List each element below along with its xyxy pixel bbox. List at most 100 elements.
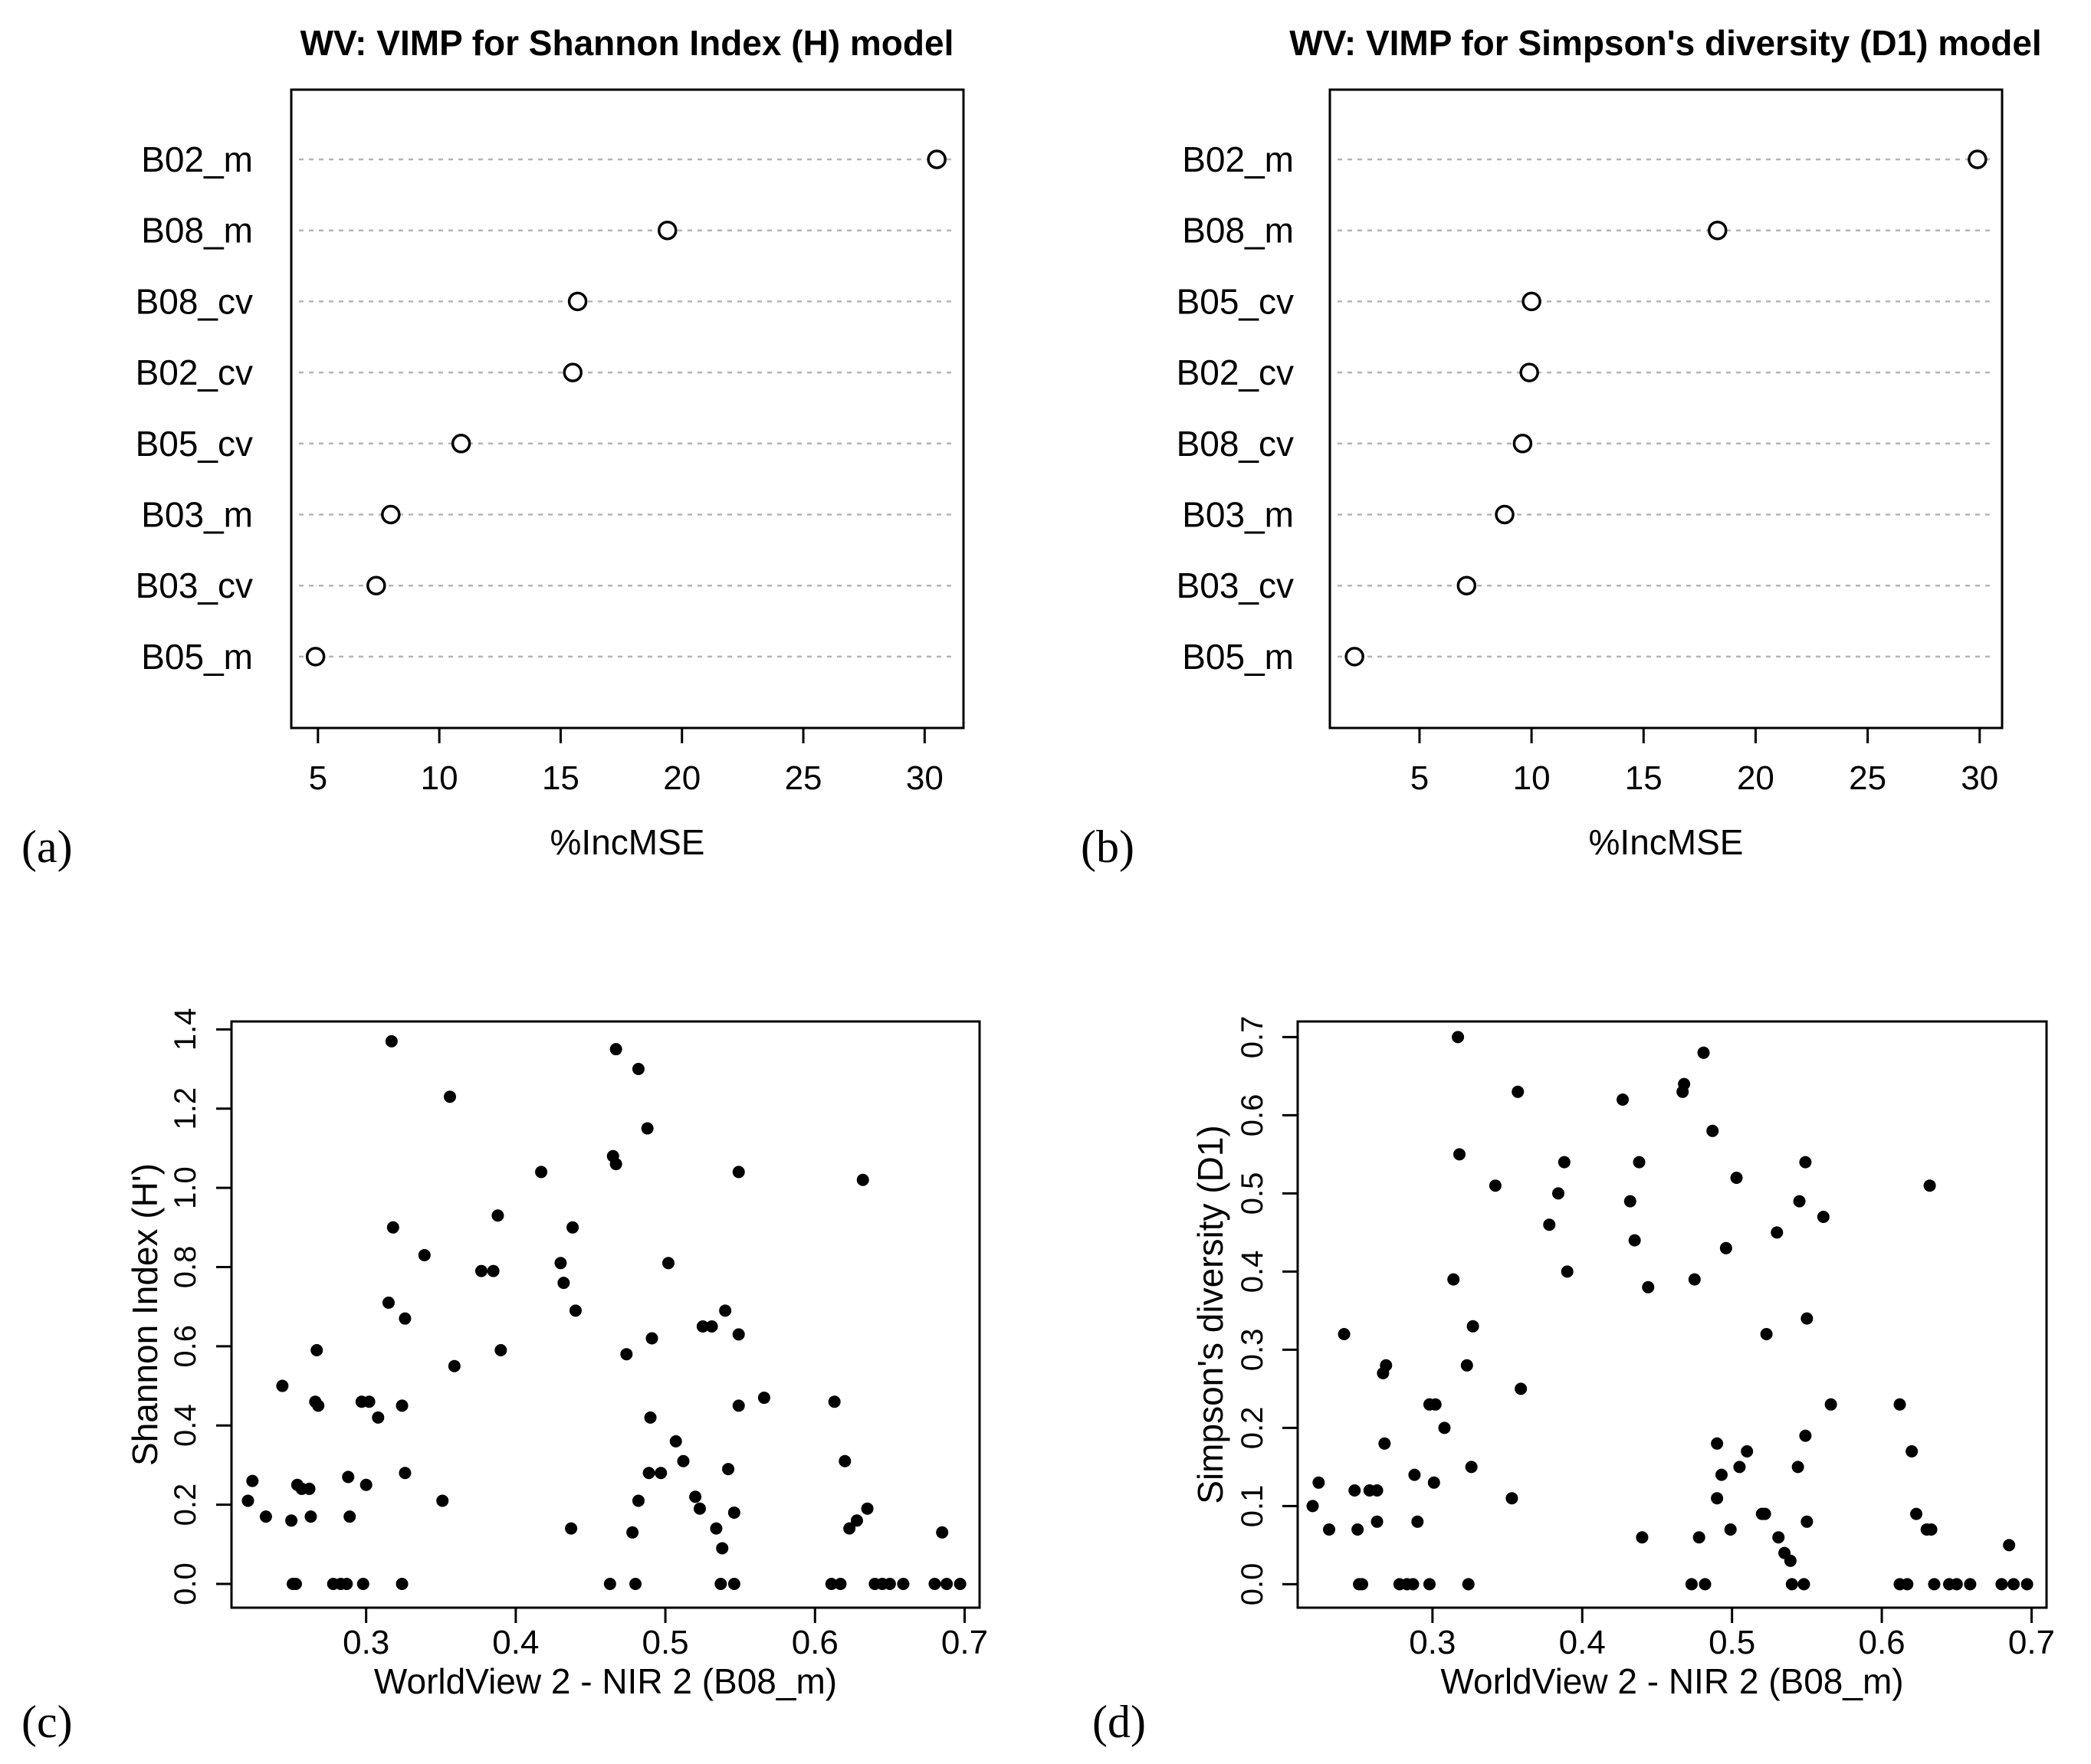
panel-b-dotchart: (b) 5 10 15 20 25 30 %IncMSE WV: VIMP for Simpso… [1081,23,2042,872]
y-tick-label: 0.7 [1236,1016,1269,1059]
data-point [940,1577,954,1590]
data-point [954,1577,967,1590]
category-label: B03_cv [1177,566,1294,605]
data-point [714,1577,727,1590]
data-point [1423,1578,1436,1591]
data-point [1623,1195,1636,1208]
category-label: B08_cv [136,281,253,321]
data-point [304,1510,317,1523]
data-point [303,1482,316,1495]
y-axis-label: Simpson's diversity (D1) [1190,1125,1230,1503]
data-point [1685,1578,1698,1591]
x-tick-label: 20 [1737,759,1774,797]
data-point [535,1166,548,1179]
data-point [719,1304,732,1317]
data-point [436,1494,449,1507]
data-point [340,1577,353,1590]
x-tick-label: 5 [309,759,327,797]
data-point [1465,1461,1478,1474]
data-point [399,1312,412,1325]
data-point [632,1063,645,1076]
x-tick-label: 0.6 [792,1624,839,1661]
data-point [1968,149,1988,169]
data-point [856,1173,869,1186]
data-point [1356,1578,1369,1591]
x-tick-label: 0.7 [941,1624,988,1661]
data-point [1893,1398,1906,1411]
data-point [1338,1328,1351,1340]
data-point [1715,1468,1728,1481]
data-point [732,1399,745,1412]
data-point [487,1264,500,1277]
category-label: B08_m [141,211,253,251]
data-point [732,1328,745,1341]
data-point [289,1577,302,1590]
data-point [1306,1500,1319,1513]
y-tick-label: 0.6 [169,1325,202,1368]
data-point [897,1577,910,1590]
data-point [372,1411,385,1424]
y-tick-label: 0.8 [169,1246,202,1289]
data-point [1906,1445,1919,1457]
data-point [1512,1085,1525,1098]
x-tick-label: 0.5 [642,1624,688,1661]
data-point [451,434,471,454]
data-point [825,1577,838,1590]
data-point [1408,1468,1421,1481]
x-tick-label: 20 [663,759,701,797]
data-point [1678,1077,1691,1090]
data-point [1411,1515,1424,1528]
data-point [474,1264,487,1277]
data-point [1785,1578,1798,1591]
data-point [645,1332,658,1345]
category-label: B03_cv [136,566,253,605]
category-label: B05_cv [1177,281,1294,321]
x-axis-label: %IncMSE [550,822,705,862]
y-tick-label: 0.6 [1236,1094,1269,1137]
data-point [1462,1578,1475,1591]
category-label: B05_m [141,637,253,677]
data-point [1512,434,1533,454]
data-point [259,1510,272,1523]
data-point [1633,1156,1646,1169]
data-point [1688,1273,1701,1286]
data-point [1370,1515,1384,1528]
y-tick-label: 0.2 [169,1484,202,1526]
data-point [1800,1312,1814,1325]
data-point [1699,1578,1712,1591]
data-point [1772,1531,1785,1544]
data-point [1719,1241,1732,1254]
data-point [1515,1382,1528,1395]
data-point [1730,1172,1743,1184]
data-point [677,1454,690,1467]
data-point [566,1221,579,1234]
plot-frame [290,88,965,730]
data-point [1519,362,1539,382]
data-point [669,1434,682,1448]
data-point [386,1221,399,1234]
data-point [657,220,678,241]
data-point [1706,1124,1719,1137]
data-point [1561,1265,1574,1278]
y-tick-label: 0.4 [1236,1251,1269,1293]
data-point [285,1514,298,1527]
x-tick-label: 10 [1513,759,1551,797]
x-tick-label: 0.3 [343,1624,389,1661]
data-point [1711,1437,1724,1450]
data-point [1741,1445,1754,1457]
data-point [312,1399,325,1412]
data-point [1380,1359,1393,1372]
data-point [620,1348,633,1361]
data-point [689,1490,702,1503]
data-point [732,1166,745,1179]
data-point [1344,647,1364,667]
x-tick-label: 0.3 [1409,1624,1456,1661]
data-point [1351,1523,1364,1536]
category-label: B02_m [141,139,253,179]
x-tick-label: 5 [1410,759,1429,797]
x-tick-label: 0.6 [1858,1624,1905,1661]
data-point [609,1158,622,1171]
data-point [1348,1484,1361,1497]
category-label: B02_cv [1177,352,1294,392]
y-tick-label: 0.3 [1236,1329,1269,1372]
